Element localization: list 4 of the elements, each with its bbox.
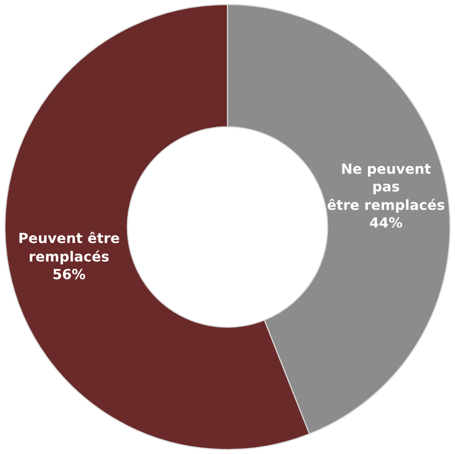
slice-label: Ne peuvent pas être remplacés	[328, 164, 444, 213]
data-label: 56%	[53, 268, 86, 280]
slice-label: Peuvent être remplacés	[19, 232, 120, 264]
data-label: 44%	[370, 217, 402, 228]
